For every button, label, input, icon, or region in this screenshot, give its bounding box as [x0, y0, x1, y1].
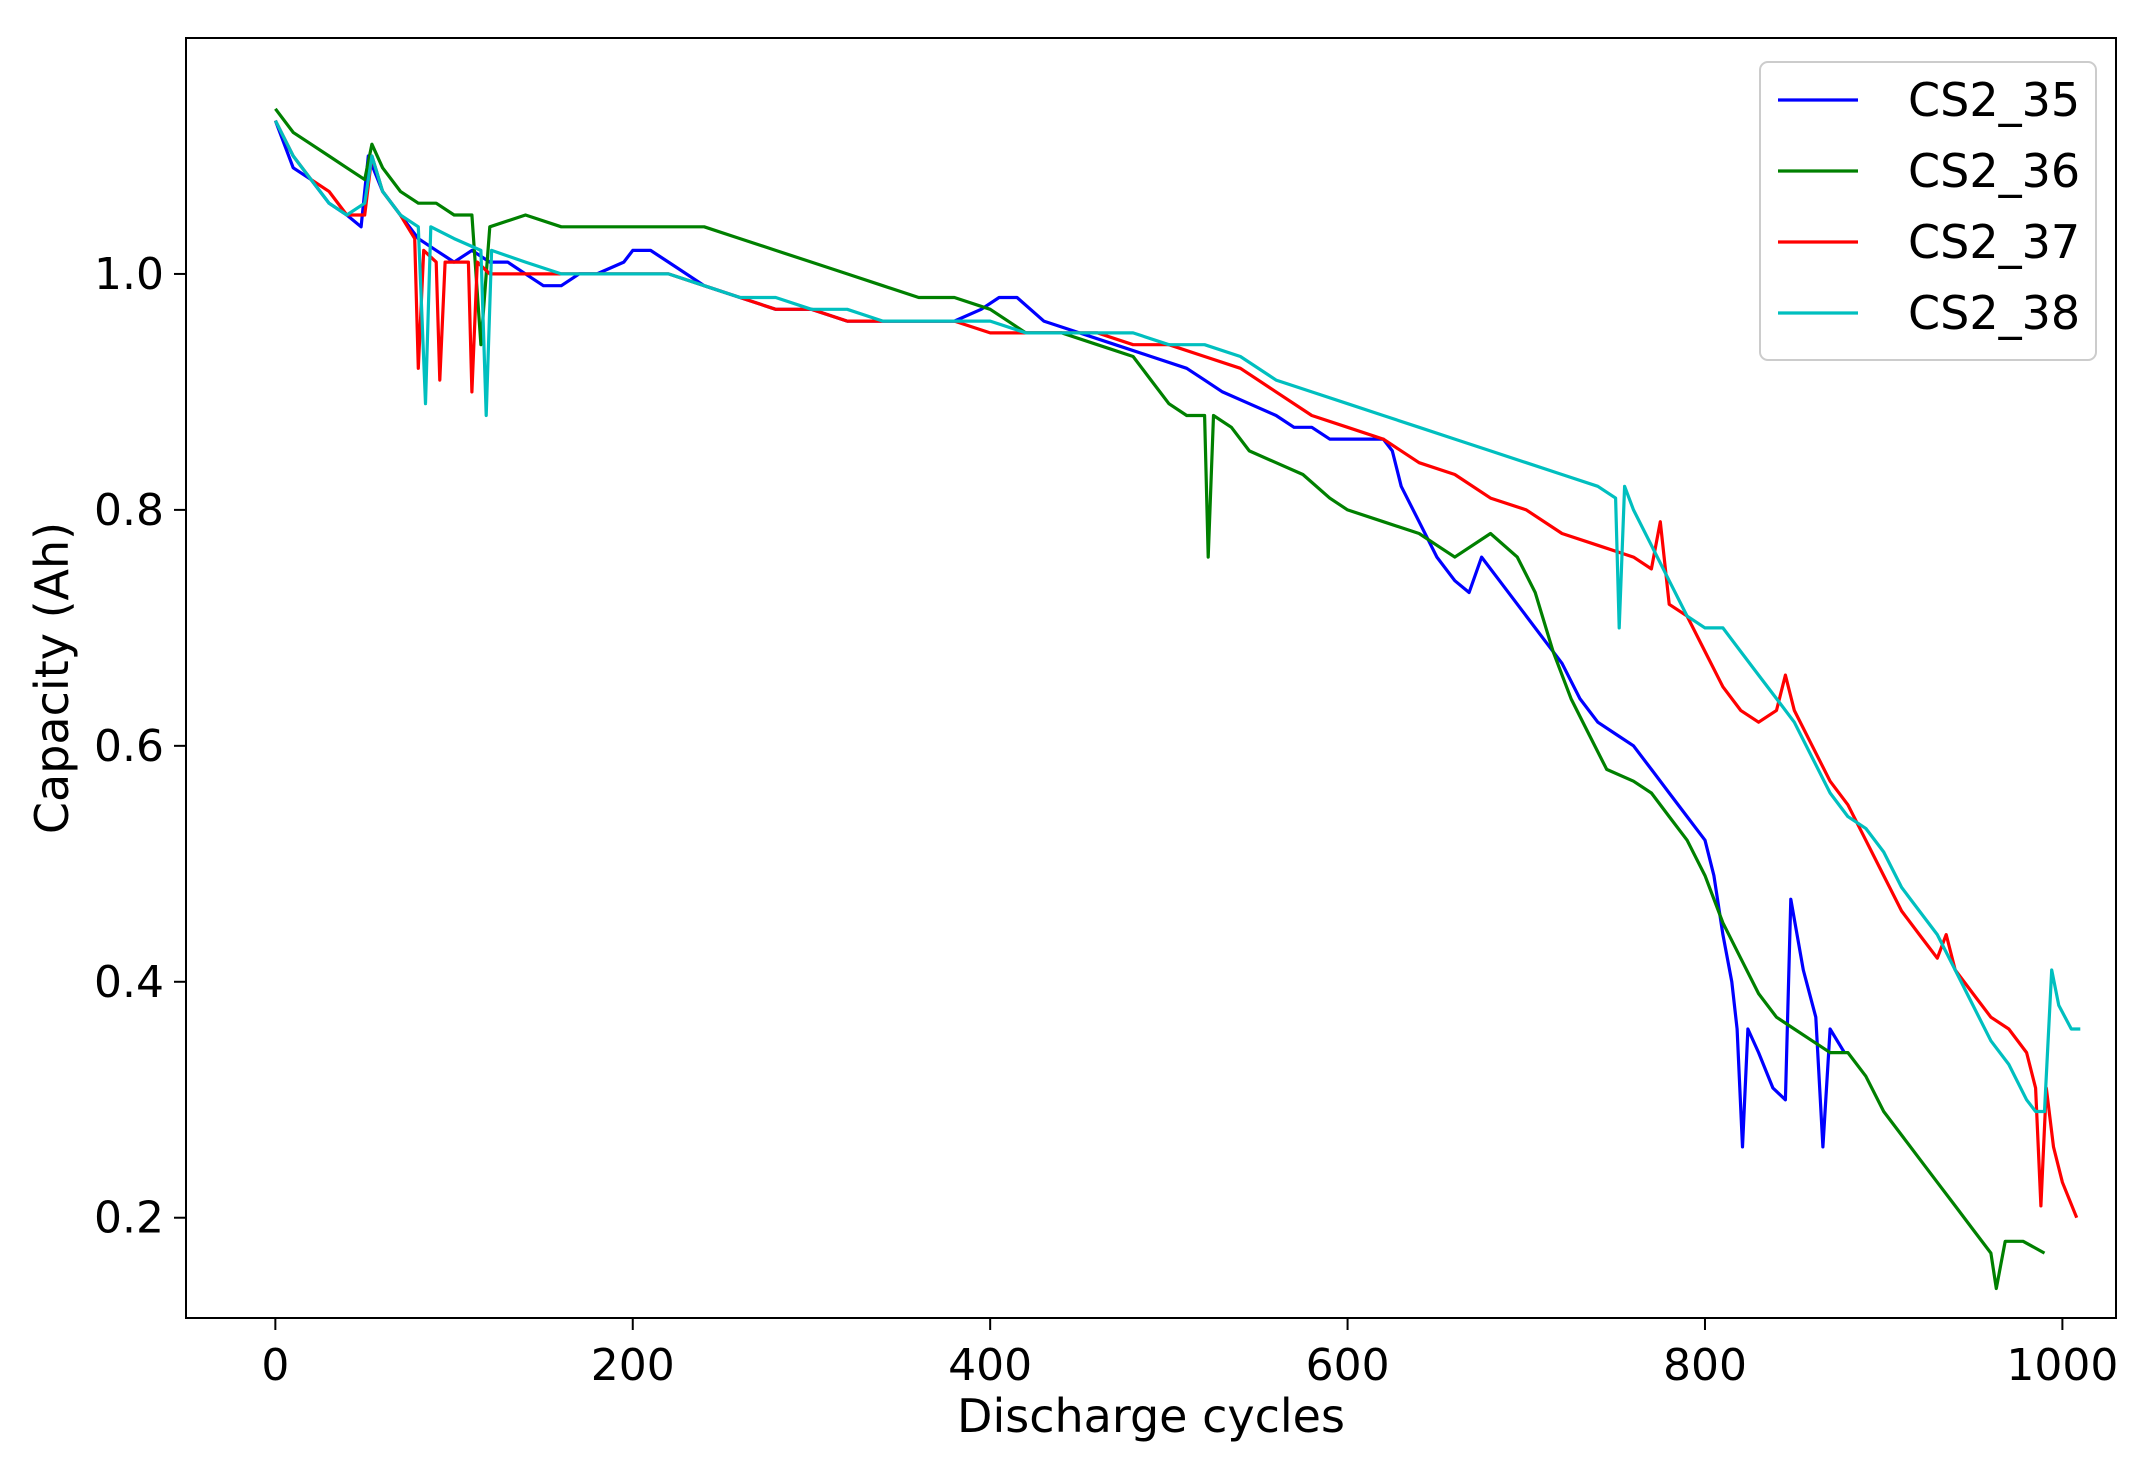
y-tick-label: 0.6 [94, 721, 164, 772]
x-tick-label: 600 [1306, 1340, 1390, 1391]
series-line-cs2-36 [274, 107, 2046, 1291]
y-axis-ticks: 0.2 0.4 0.6 0.8 1.0 [94, 249, 186, 1244]
legend-label: CS2_37 [1908, 215, 2080, 269]
plot-lines [273, 107, 2081, 1291]
x-axis-ticks: 0 200 400 600 800 1000 [261, 1318, 2118, 1391]
legend-box [1759, 61, 2097, 361]
y-tick-label: 0.4 [94, 957, 164, 1008]
x-tick-label: 400 [948, 1340, 1032, 1391]
x-tick-label: 800 [1663, 1340, 1747, 1391]
plot-frame [185, 37, 2117, 1319]
x-axis-label: Discharge cycles [957, 1389, 1345, 1443]
legend: CS2_35 CS2_36 CS2_37 CS2_38 [1759, 61, 2097, 361]
y-tick-label: 1.0 [94, 249, 164, 300]
x-tick-label: 200 [591, 1340, 675, 1391]
x-tick-label: 0 [261, 1340, 289, 1391]
x-tick-label: 1000 [2006, 1340, 2118, 1391]
series-line-cs2-38 [273, 119, 2081, 1114]
legend-label: CS2_38 [1908, 286, 2080, 340]
legend-label: CS2_36 [1908, 144, 2080, 198]
y-tick-label: 0.8 [94, 485, 164, 536]
series-line-cs2-37 [273, 119, 2079, 1219]
legend-label: CS2_35 [1908, 73, 2080, 127]
y-tick-label: 0.2 [94, 1193, 164, 1244]
y-axis-label: Capacity (Ah) [25, 522, 79, 834]
